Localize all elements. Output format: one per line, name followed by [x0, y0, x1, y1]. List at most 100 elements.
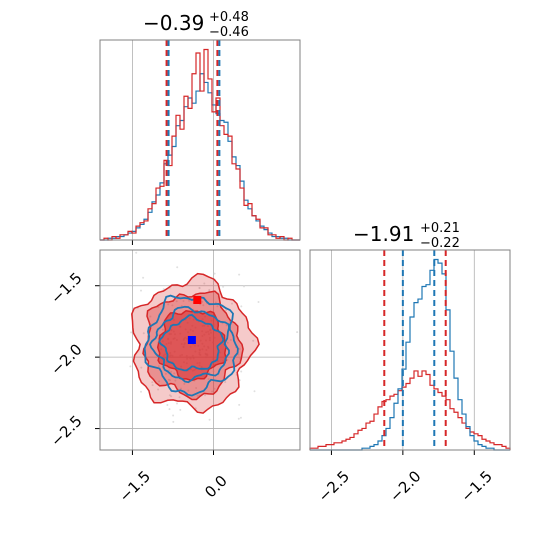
y-tick-label-contour: −1.5	[47, 269, 85, 307]
sample-point	[170, 370, 173, 373]
x-tick-label-right: −2.0	[386, 467, 424, 505]
sample-point	[142, 276, 145, 279]
sample-point	[216, 305, 219, 308]
contour-series-a-level-1	[143, 294, 239, 397]
sample-point	[176, 266, 179, 269]
sample-point	[239, 416, 242, 419]
sample-point	[157, 388, 160, 391]
sample-point	[204, 394, 206, 397]
sample-point	[231, 302, 233, 305]
sample-point	[170, 395, 173, 398]
sample-point	[226, 358, 229, 361]
sample-point	[135, 251, 138, 254]
sample-point	[202, 304, 205, 307]
sample-point	[208, 418, 211, 421]
sample-point	[253, 390, 256, 393]
sample-point	[224, 381, 227, 383]
sample-point	[157, 365, 160, 368]
sample-point	[183, 382, 186, 385]
sample-point	[187, 389, 190, 392]
sample-point	[168, 408, 171, 411]
sample-point	[238, 348, 241, 350]
sample-point	[196, 394, 199, 397]
histogram-panel-top: −0.39 +0.48−0.46	[99, 10, 301, 245]
histogram-frame-top	[99, 39, 301, 241]
sample-point	[238, 403, 241, 406]
title-top-value: −0.39	[143, 11, 204, 35]
x-tick-label-contour: −1.5	[116, 467, 154, 505]
sample-point	[171, 304, 174, 307]
title-right-value: −1.91	[353, 222, 414, 246]
histogram-series-b	[309, 370, 511, 450]
sample-point	[252, 339, 255, 342]
center-marker-series-a	[187, 336, 196, 344]
contour-series-a-level-3	[158, 314, 225, 372]
sample-point	[237, 417, 240, 420]
sample-point	[140, 366, 143, 369]
sample-point	[243, 285, 245, 288]
sample-point	[167, 303, 170, 306]
y-tick-label-contour: −2.5	[47, 412, 85, 450]
title-top-plus: +0.48	[209, 10, 249, 25]
sample-point	[238, 273, 241, 276]
histogram-series-a	[310, 258, 510, 451]
sample-point	[179, 408, 182, 411]
sample-point	[166, 404, 169, 406]
sample-point	[151, 384, 154, 387]
sample-point	[158, 380, 161, 383]
title-right-plus: +0.21	[420, 221, 460, 236]
contour-frame	[99, 249, 301, 451]
sample-point	[207, 378, 210, 380]
sample-point	[167, 378, 170, 381]
sample-point	[140, 289, 142, 292]
sample-point	[176, 402, 178, 405]
center-marker-series-b	[193, 296, 202, 304]
sample-point	[224, 309, 227, 312]
sample-point	[226, 341, 229, 344]
histogram-series-b	[100, 48, 300, 241]
sample-point	[142, 332, 145, 335]
sample-point	[182, 300, 185, 302]
sample-point	[188, 299, 191, 302]
sample-point	[212, 370, 215, 373]
sample-point	[257, 301, 260, 303]
sample-point	[211, 390, 214, 393]
histogram-series-a	[100, 73, 300, 241]
histogram-panel-right: −2.5 −2.0 −1.5 −1.91 +0.21−0.22	[309, 221, 511, 506]
sample-point	[213, 272, 216, 275]
title-right-minus: −0.22	[420, 236, 460, 251]
sample-point	[208, 288, 211, 291]
sample-point	[164, 372, 167, 375]
sample-point	[203, 282, 206, 285]
x-tick-label-contour: 0.0	[201, 472, 231, 502]
sample-point	[140, 390, 142, 393]
sample-point	[201, 300, 204, 303]
sample-point	[175, 300, 178, 303]
sample-point	[149, 315, 152, 318]
sample-point	[172, 420, 175, 423]
sample-point	[229, 339, 232, 341]
sample-point	[240, 370, 243, 373]
sample-point	[178, 396, 181, 399]
sample-point	[130, 331, 133, 334]
sample-point	[195, 387, 198, 389]
sample-point	[296, 331, 299, 334]
sample-point	[222, 285, 225, 288]
x-tick-label-right: −1.5	[458, 467, 496, 505]
sample-point	[129, 365, 132, 368]
sample-point	[161, 328, 164, 331]
contour-series-b-level-3	[156, 310, 227, 382]
title-top-minus: −0.46	[209, 25, 249, 40]
sample-point	[151, 381, 154, 384]
sample-point	[180, 387, 182, 390]
sample-point	[162, 288, 165, 291]
sample-point	[172, 414, 175, 417]
sample-point	[237, 353, 240, 356]
sample-point	[208, 371, 211, 374]
sample-point	[174, 379, 177, 382]
sample-point	[173, 372, 176, 375]
sample-point	[213, 387, 216, 390]
y-tick-label-contour: −2.0	[47, 340, 85, 378]
